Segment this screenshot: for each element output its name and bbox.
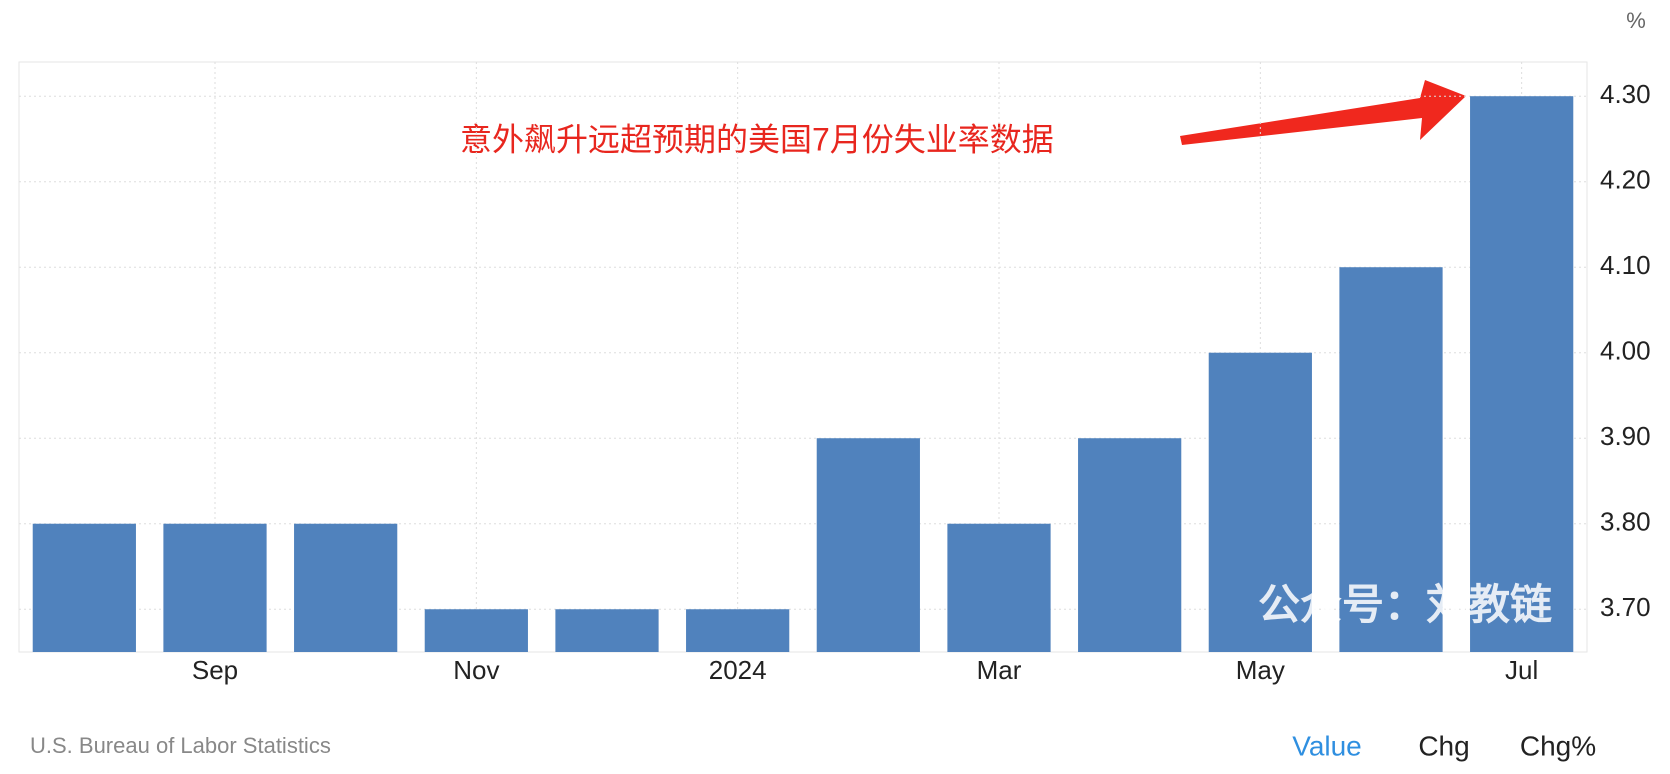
x-tick-label: 2024 bbox=[709, 655, 767, 685]
y-tick-label: 3.70 bbox=[1600, 592, 1651, 622]
y-tick-label: 4.30 bbox=[1600, 79, 1651, 109]
unit-label: % bbox=[1626, 8, 1646, 33]
tab-value[interactable]: Value bbox=[1292, 730, 1362, 761]
bar bbox=[424, 609, 528, 652]
y-tick-label: 3.90 bbox=[1600, 421, 1651, 451]
bar bbox=[1470, 96, 1574, 653]
x-tick-label: Mar bbox=[977, 655, 1022, 685]
y-tick-label: 4.10 bbox=[1600, 250, 1651, 280]
x-tick-label: Nov bbox=[453, 655, 499, 685]
watermark: 公众号：刘教链 bbox=[1258, 581, 1552, 628]
bar bbox=[1208, 352, 1312, 652]
plot-frame bbox=[18, 61, 1588, 653]
y-tick-label: 3.80 bbox=[1600, 507, 1651, 537]
x-tick-label: May bbox=[1236, 655, 1285, 685]
bar bbox=[555, 609, 659, 652]
x-tick-label: Sep bbox=[192, 655, 238, 685]
bar bbox=[816, 438, 920, 652]
annotation-arrow bbox=[1180, 80, 1466, 145]
x-tick-label: Jul bbox=[1505, 655, 1538, 685]
source: U.S. Bureau of Labor Statistics bbox=[30, 733, 331, 758]
bar bbox=[32, 523, 136, 652]
y-tick-label: 4.20 bbox=[1600, 165, 1651, 195]
annotation: 意外飙升远超预期的美国7月份失业率数据 bbox=[460, 121, 1054, 157]
tab-chg-pct[interactable]: Chg% bbox=[1520, 730, 1596, 761]
bar bbox=[686, 609, 790, 652]
tab-chg[interactable]: Chg bbox=[1418, 730, 1469, 761]
bar bbox=[163, 523, 267, 652]
y-tick-label: 4.00 bbox=[1600, 336, 1651, 366]
bar bbox=[1078, 438, 1182, 652]
bar bbox=[1339, 267, 1443, 652]
bar bbox=[947, 523, 1051, 652]
bar bbox=[294, 523, 398, 652]
